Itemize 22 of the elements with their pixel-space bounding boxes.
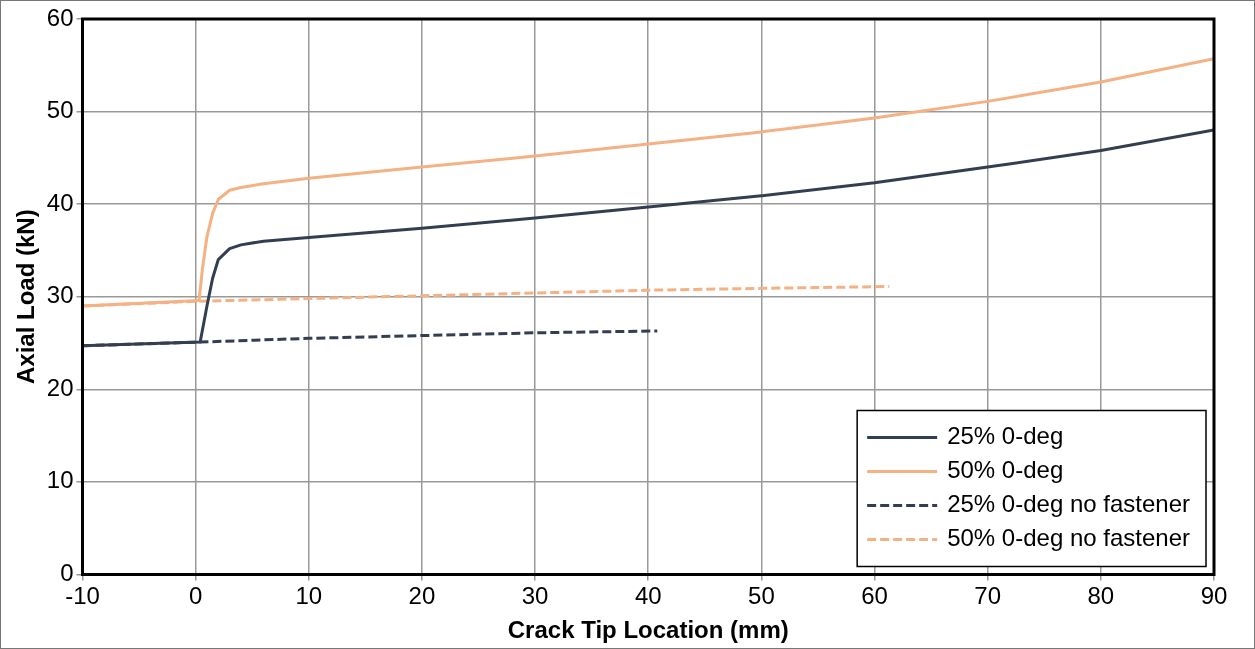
x-tick-label: 10 bbox=[295, 582, 323, 610]
x-tick-label: 90 bbox=[1200, 582, 1228, 610]
x-tick-label: 40 bbox=[634, 582, 662, 610]
y-tick-label: 20 bbox=[46, 373, 74, 401]
x-tick-label: 0 bbox=[188, 582, 203, 610]
y-tick-label: 60 bbox=[46, 3, 74, 31]
x-axis-title: Crack Tip Location (mm) bbox=[507, 616, 789, 644]
y-tick-label: 10 bbox=[46, 466, 74, 494]
y-tick-label: 50 bbox=[46, 96, 74, 124]
legend-label: 25% 0-deg no fastener bbox=[947, 490, 1191, 518]
x-tick-label: 70 bbox=[974, 582, 1002, 610]
x-tick-label: 50 bbox=[748, 582, 775, 610]
x-tick-label: 30 bbox=[521, 582, 549, 610]
legend-label: 50% 0-deg bbox=[947, 456, 1064, 484]
x-tick-label: 60 bbox=[861, 582, 888, 610]
y-tick-label: 40 bbox=[46, 188, 74, 216]
x-tick-label: 20 bbox=[408, 582, 436, 610]
y-tick-label: 30 bbox=[46, 281, 74, 309]
legend-label: 25% 0-deg bbox=[947, 422, 1064, 450]
y-axis-title: Axial Load (kN) bbox=[12, 209, 40, 385]
legend-label: 50% 0-deg no fastener bbox=[947, 524, 1191, 552]
x-tick-label: 80 bbox=[1087, 582, 1115, 610]
